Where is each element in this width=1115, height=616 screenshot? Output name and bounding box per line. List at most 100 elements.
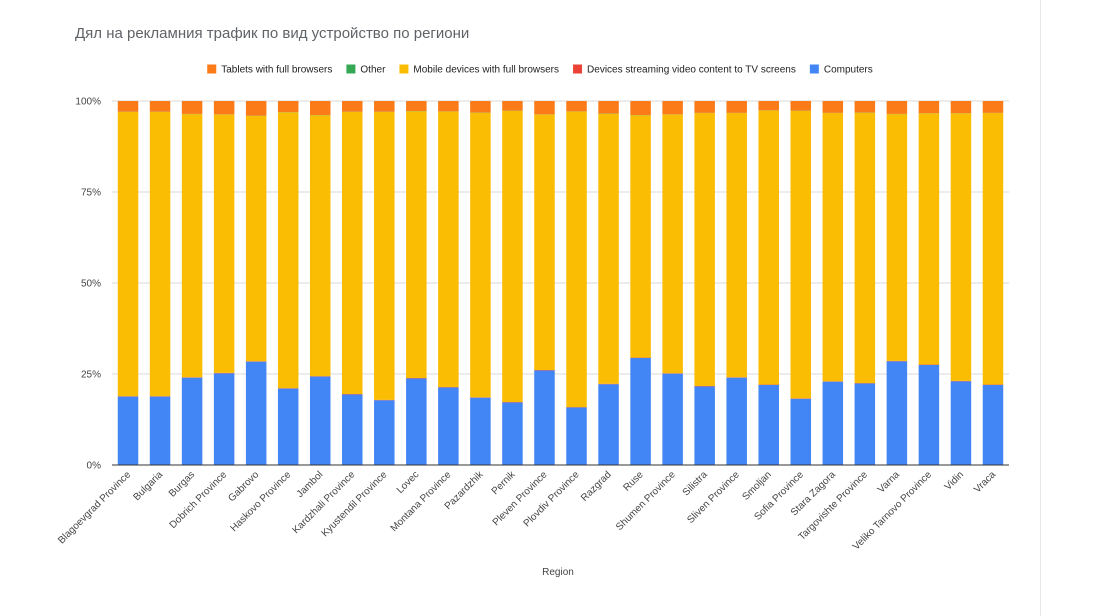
bar-segment-tablets-with-full-browsers[interactable]	[213, 101, 235, 115]
bar-segment-tablets-with-full-browsers[interactable]	[342, 101, 363, 112]
bar-segment-tablets-with-full-browsers[interactable]	[566, 101, 587, 112]
bar-segment-mobile-devices-with-full-browsers[interactable]	[277, 112, 299, 389]
bar-segment-mobile-devices-with-full-browsers[interactable]	[982, 113, 1004, 385]
bar-segment-tablets-with-full-browsers[interactable]	[406, 101, 427, 112]
bar-segment-computers[interactable]	[566, 407, 587, 465]
bar-segment-computers[interactable]	[854, 383, 876, 465]
bar-segment-computers[interactable]	[181, 377, 203, 465]
bar-segment-tablets-with-full-browsers[interactable]	[982, 101, 1004, 113]
bar-segment-computers[interactable]	[630, 357, 651, 465]
bar-segment-computers[interactable]	[406, 378, 427, 465]
bar-group[interactable]	[245, 101, 267, 465]
bar-segment-mobile-devices-with-full-browsers[interactable]	[374, 111, 395, 400]
bar-group[interactable]	[534, 101, 555, 465]
bar-segment-mobile-devices-with-full-browsers[interactable]	[854, 112, 876, 384]
bar-segment-mobile-devices-with-full-browsers[interactable]	[758, 110, 779, 385]
bar-segment-mobile-devices-with-full-browsers[interactable]	[534, 114, 555, 370]
bar-segment-mobile-devices-with-full-browsers[interactable]	[309, 115, 331, 377]
legend-item-mobile-devices-with-full-browsers[interactable]: Mobile devices with full browsers	[399, 64, 559, 76]
bar-segment-computers[interactable]	[309, 376, 331, 465]
bar-segment-computers[interactable]	[982, 384, 1004, 465]
bar-group[interactable]	[822, 101, 844, 465]
bar-segment-tablets-with-full-browsers[interactable]	[117, 101, 139, 112]
bar-segment-mobile-devices-with-full-browsers[interactable]	[822, 113, 844, 382]
bar-segment-computers[interactable]	[470, 397, 491, 465]
bar-segment-tablets-with-full-browsers[interactable]	[790, 101, 812, 111]
bar-group[interactable]	[662, 101, 683, 465]
bar-group[interactable]	[502, 101, 523, 465]
bar-group[interactable]	[470, 101, 491, 465]
bar-segment-tablets-with-full-browsers[interactable]	[374, 101, 395, 112]
bar-group[interactable]	[566, 101, 587, 465]
bar-segment-mobile-devices-with-full-browsers[interactable]	[886, 114, 908, 361]
bar-segment-computers[interactable]	[758, 384, 779, 465]
bar-segment-tablets-with-full-browsers[interactable]	[309, 101, 331, 116]
bar-segment-mobile-devices-with-full-browsers[interactable]	[918, 113, 940, 365]
bar-segment-computers[interactable]	[245, 361, 267, 465]
bar-group[interactable]	[277, 101, 299, 465]
bar-segment-tablets-with-full-browsers[interactable]	[726, 101, 747, 113]
bar-segment-computers[interactable]	[886, 361, 908, 465]
bar-segment-computers[interactable]	[374, 400, 395, 465]
bar-segment-mobile-devices-with-full-browsers[interactable]	[213, 114, 235, 373]
bar-segment-tablets-with-full-browsers[interactable]	[598, 101, 619, 114]
bar-segment-tablets-with-full-browsers[interactable]	[245, 101, 267, 116]
bar-segment-computers[interactable]	[662, 373, 683, 465]
bar-segment-tablets-with-full-browsers[interactable]	[470, 101, 491, 113]
bar-segment-tablets-with-full-browsers[interactable]	[694, 101, 715, 113]
bar-segment-tablets-with-full-browsers[interactable]	[918, 101, 940, 114]
bar-group[interactable]	[630, 101, 651, 465]
bar-segment-mobile-devices-with-full-browsers[interactable]	[245, 115, 267, 362]
bar-group[interactable]	[758, 101, 779, 465]
bar-segment-computers[interactable]	[950, 381, 972, 465]
bar-segment-computers[interactable]	[822, 381, 844, 465]
bar-segment-mobile-devices-with-full-browsers[interactable]	[181, 114, 203, 378]
bar-segment-computers[interactable]	[726, 377, 747, 465]
bar-segment-computers[interactable]	[502, 402, 523, 465]
bar-segment-computers[interactable]	[598, 384, 619, 465]
bar-segment-computers[interactable]	[117, 396, 139, 465]
bar-segment-mobile-devices-with-full-browsers[interactable]	[342, 111, 363, 395]
bar-segment-mobile-devices-with-full-browsers[interactable]	[662, 114, 683, 374]
bar-segment-tablets-with-full-browsers[interactable]	[822, 101, 844, 113]
legend-item-computers[interactable]: Computers	[809, 64, 873, 76]
bar-group[interactable]	[886, 101, 908, 465]
bar-segment-computers[interactable]	[277, 388, 299, 465]
bar-segment-computers[interactable]	[149, 396, 171, 465]
bar-group[interactable]	[117, 101, 139, 465]
bar-segment-tablets-with-full-browsers[interactable]	[181, 101, 203, 114]
legend-item-tablets-with-full-browsers[interactable]: Tablets with full browsers	[207, 64, 332, 76]
bar-segment-mobile-devices-with-full-browsers[interactable]	[726, 113, 747, 378]
bar-segment-mobile-devices-with-full-browsers[interactable]	[694, 113, 715, 387]
bar-segment-tablets-with-full-browsers[interactable]	[950, 101, 972, 114]
bar-segment-computers[interactable]	[918, 364, 940, 465]
legend-item-devices-streaming-video-content-to-tv-screens[interactable]: Devices streaming video content to TV sc…	[573, 64, 796, 76]
bar-group[interactable]	[950, 101, 972, 465]
bar-segment-mobile-devices-with-full-browsers[interactable]	[502, 110, 523, 403]
bar-group[interactable]	[406, 101, 427, 465]
bar-segment-tablets-with-full-browsers[interactable]	[149, 101, 171, 112]
legend-item-other[interactable]: Other	[346, 64, 386, 76]
bar-group[interactable]	[790, 101, 812, 465]
bar-segment-mobile-devices-with-full-browsers[interactable]	[470, 112, 491, 398]
bar-segment-tablets-with-full-browsers[interactable]	[662, 101, 683, 115]
bar-group[interactable]	[438, 101, 459, 465]
bar-segment-computers[interactable]	[213, 373, 235, 465]
bar-group[interactable]	[918, 101, 940, 465]
bar-segment-tablets-with-full-browsers[interactable]	[854, 101, 876, 113]
bar-group[interactable]	[342, 101, 363, 465]
bar-segment-tablets-with-full-browsers[interactable]	[758, 101, 779, 111]
bar-segment-tablets-with-full-browsers[interactable]	[534, 101, 555, 115]
bar-segment-tablets-with-full-browsers[interactable]	[277, 101, 299, 113]
bar-segment-computers[interactable]	[438, 387, 459, 465]
bar-segment-mobile-devices-with-full-browsers[interactable]	[117, 111, 139, 397]
bar-segment-computers[interactable]	[790, 398, 812, 465]
bar-segment-computers[interactable]	[534, 370, 555, 465]
bar-segment-mobile-devices-with-full-browsers[interactable]	[598, 113, 619, 384]
bar-group[interactable]	[726, 101, 747, 465]
bar-segment-tablets-with-full-browsers[interactable]	[502, 101, 523, 111]
bar-segment-computers[interactable]	[694, 386, 715, 465]
bar-segment-mobile-devices-with-full-browsers[interactable]	[566, 111, 587, 408]
bar-group[interactable]	[694, 101, 715, 465]
bar-segment-tablets-with-full-browsers[interactable]	[630, 101, 651, 116]
